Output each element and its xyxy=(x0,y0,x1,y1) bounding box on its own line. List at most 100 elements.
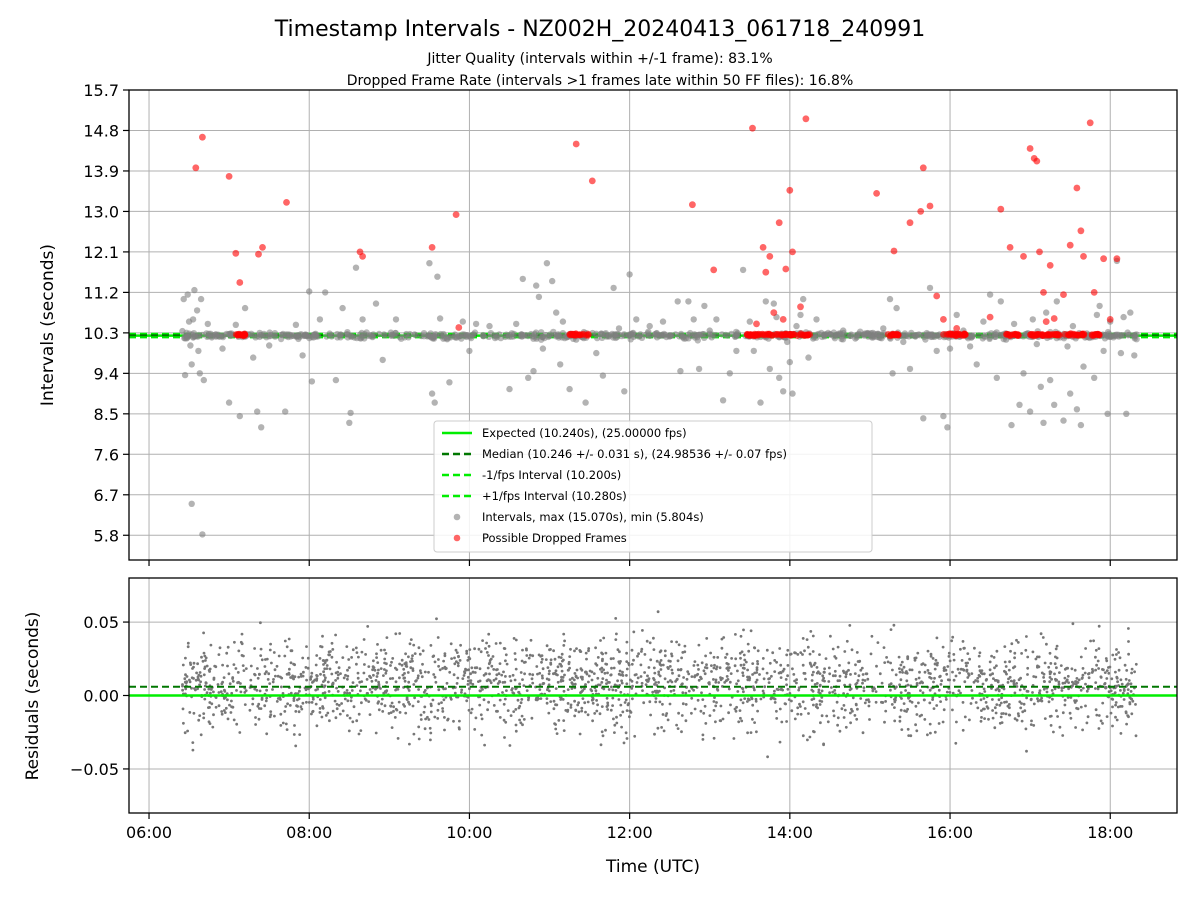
residual-point xyxy=(1003,660,1007,664)
residual-point xyxy=(802,671,806,675)
residual-point xyxy=(995,679,999,682)
residual-point xyxy=(538,671,542,675)
residual-point xyxy=(254,723,257,726)
residual-point xyxy=(468,657,472,661)
residual-point xyxy=(394,680,398,684)
residual-point xyxy=(301,701,305,705)
legend-label-dropped: Possible Dropped Frames xyxy=(482,531,627,545)
residual-point xyxy=(822,676,825,680)
residual-point xyxy=(311,709,315,713)
residual-point xyxy=(1049,724,1053,727)
residual-point xyxy=(218,646,222,650)
residual-point xyxy=(621,710,625,714)
residual-point xyxy=(741,674,745,677)
residual-point xyxy=(322,680,325,683)
residual-point xyxy=(696,663,700,667)
intervals-y-axis-label: Intervals (seconds) xyxy=(38,244,58,406)
interval-point xyxy=(406,330,414,338)
residual-point xyxy=(536,672,539,676)
residual-point xyxy=(874,690,878,693)
residual-point xyxy=(1114,715,1117,719)
residual-point xyxy=(584,651,588,655)
residual-point xyxy=(214,705,218,709)
residual-point xyxy=(568,678,572,681)
residual-point xyxy=(253,647,256,650)
residual-point xyxy=(289,691,293,695)
residual-point xyxy=(323,667,327,671)
residual-point xyxy=(861,673,865,676)
residual-point xyxy=(652,666,656,670)
residual-point xyxy=(284,705,288,708)
residual-point xyxy=(1057,682,1061,686)
residual-point xyxy=(191,748,195,752)
residual-point xyxy=(633,734,637,738)
residual-point xyxy=(830,686,833,689)
residual-point xyxy=(521,648,524,652)
residual-point xyxy=(1038,689,1042,692)
residual-point xyxy=(801,663,805,667)
residual-point xyxy=(300,707,304,711)
residual-point xyxy=(279,712,283,716)
dropped-frame-point xyxy=(760,331,768,338)
residual-point xyxy=(838,674,842,678)
y-tick-label-top: 5.8 xyxy=(94,526,119,545)
residual-point xyxy=(299,675,303,678)
residual-point xyxy=(581,697,585,700)
residual-point xyxy=(419,718,423,721)
residual-point xyxy=(1029,697,1033,701)
residual-point xyxy=(947,651,951,655)
residual-point xyxy=(676,668,680,672)
residual-point xyxy=(812,730,815,733)
residual-point xyxy=(199,733,203,737)
residual-point xyxy=(568,666,571,670)
residual-point xyxy=(652,677,655,680)
residual-point xyxy=(973,646,976,650)
residual-point xyxy=(220,682,224,686)
residual-point xyxy=(931,696,935,699)
interval-point xyxy=(359,316,366,323)
residual-point xyxy=(646,680,649,683)
residual-point xyxy=(743,658,747,662)
residual-point xyxy=(1055,656,1059,660)
dropped-frame-point xyxy=(582,331,590,339)
residual-point xyxy=(520,659,524,663)
dropped-frame-point xyxy=(569,330,577,338)
residual-point xyxy=(756,709,759,713)
interval-point xyxy=(480,332,487,340)
residual-point xyxy=(367,665,371,668)
residual-point xyxy=(383,704,387,708)
residual-point xyxy=(376,661,380,664)
residual-point xyxy=(786,674,789,678)
residual-point xyxy=(775,687,779,691)
dropped-frame-point xyxy=(1100,255,1107,263)
residual-point xyxy=(853,714,857,717)
residual-point xyxy=(365,678,369,681)
interval-point xyxy=(786,358,793,366)
residual-point xyxy=(850,648,854,652)
residual-point xyxy=(545,644,549,648)
residual-point xyxy=(681,682,684,686)
residual-point xyxy=(812,670,815,674)
residual-point xyxy=(753,688,756,692)
residual-point xyxy=(1075,680,1078,684)
residual-point xyxy=(900,668,904,672)
residual-point xyxy=(202,631,206,635)
residual-point xyxy=(338,712,342,716)
residual-point xyxy=(620,673,624,676)
dropped-frame-point xyxy=(192,164,200,172)
residual-point xyxy=(525,654,529,657)
residual-point xyxy=(862,689,866,693)
residual-point xyxy=(773,659,777,662)
residual-point xyxy=(1012,679,1016,682)
residual-point xyxy=(517,706,521,710)
residual-point xyxy=(286,702,289,706)
residual-point xyxy=(854,683,858,686)
residual-point xyxy=(504,720,508,724)
residual-point xyxy=(487,644,491,648)
residual-point xyxy=(429,710,433,714)
residual-point xyxy=(304,666,308,669)
x-tick-label: 10:00 xyxy=(446,823,492,842)
residual-point xyxy=(781,669,785,673)
residual-point xyxy=(779,671,782,674)
residual-point xyxy=(643,653,647,656)
